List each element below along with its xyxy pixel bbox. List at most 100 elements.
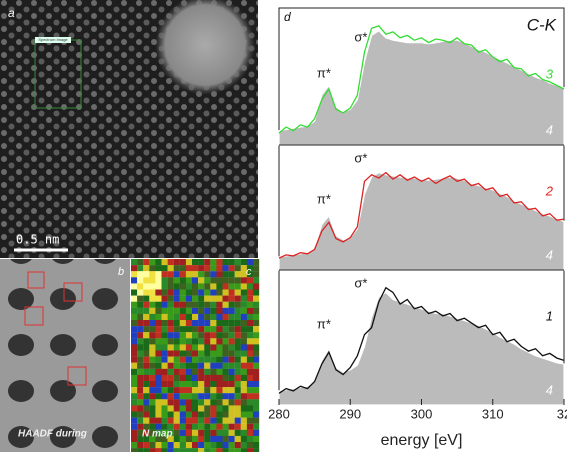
map-pixel: [149, 429, 156, 436]
map-pixel: [210, 405, 217, 412]
map-pixel: [240, 289, 247, 296]
map-pixel: [167, 277, 174, 284]
map-pixel: [210, 442, 217, 449]
map-pixel: [185, 374, 193, 382]
map-pixel: [185, 429, 193, 436]
map-pixel: [167, 411, 174, 418]
map-pixel: [210, 411, 217, 418]
map-pixel: [222, 301, 229, 308]
map-pixel: [167, 307, 174, 314]
map-pixel: [179, 338, 186, 345]
map-pixel: [234, 344, 241, 351]
map-pixel: [161, 356, 168, 363]
map-pixel: [234, 381, 241, 388]
map-pixel: [234, 368, 241, 375]
map-pixel: [216, 374, 223, 382]
map-pixel: [137, 448, 144, 452]
map-pixel: [131, 448, 138, 452]
map-pixel: [234, 411, 241, 418]
map-pixel: [216, 320, 223, 327]
map-pixel: [204, 326, 211, 333]
map-pixel: [198, 374, 205, 382]
map-pixel: [246, 338, 254, 345]
map-pixel: [131, 289, 138, 296]
map-pixel: [222, 356, 229, 363]
map-pixel: [253, 295, 260, 302]
map-pixel: [173, 399, 180, 406]
map-pixel: [228, 399, 235, 406]
map-pixel: [204, 289, 211, 296]
map-pixel: [137, 350, 144, 357]
map-pixel: [246, 368, 254, 375]
map-pixel: [143, 429, 150, 436]
map-pixel: [179, 265, 186, 272]
map-pixel: [143, 289, 150, 296]
map-pixel: [179, 320, 186, 327]
map-pixel: [155, 356, 162, 363]
map-pixel: [192, 381, 199, 388]
map-pixel: [185, 356, 193, 363]
map-pixel: [143, 271, 150, 278]
pi-label: π*: [317, 191, 331, 206]
map-pixel: [228, 442, 235, 449]
map-pixel: [167, 301, 174, 308]
map-pixel: [185, 295, 193, 302]
map-pixel: [253, 362, 260, 369]
map-pixel: [228, 405, 235, 412]
map-pixel: [149, 332, 156, 339]
map-pixel: [137, 393, 144, 400]
map-pixel: [149, 442, 156, 449]
map-pixel: [137, 271, 144, 278]
map-pixel: [198, 265, 205, 272]
map-pixel: [167, 356, 174, 363]
map-pixel: [131, 381, 138, 388]
map-pixel: [155, 374, 162, 382]
map-pixel: [185, 362, 193, 369]
map-pixel: [198, 295, 205, 302]
scale-label: 0.5 nm: [16, 233, 59, 247]
cluster: [155, 0, 255, 95]
map-pixel: [198, 442, 205, 449]
map-pixel: [234, 405, 241, 412]
map-pixel: [216, 405, 223, 412]
map-pixel: [161, 277, 168, 284]
map-pixel: [173, 448, 180, 452]
map-pixel: [198, 301, 205, 308]
map-pixel: [253, 411, 260, 418]
map-pixel: [185, 277, 193, 284]
map-pixel: [131, 374, 138, 382]
map-pixel: [143, 277, 150, 284]
map-pixel: [143, 265, 150, 272]
map-pixel: [149, 320, 156, 327]
map-pixel: [210, 417, 217, 424]
map-pixel: [149, 411, 156, 418]
map-pixel: [149, 313, 156, 321]
map-pixel: [210, 307, 217, 314]
map-pixel: [204, 356, 211, 363]
map-pixel: [155, 326, 162, 333]
map-pixel: [161, 283, 168, 290]
map-pixel: [149, 338, 156, 345]
map-pixel: [198, 313, 205, 321]
map-pixel: [179, 374, 186, 382]
map-pixel: [185, 313, 193, 321]
map-pixel: [246, 259, 254, 266]
map-pixel: [149, 387, 156, 394]
map-pixel: [155, 283, 162, 290]
map-pixel: [204, 283, 211, 290]
map-pixel: [198, 271, 205, 278]
map-pixel: [161, 271, 168, 278]
map-pixel: [228, 350, 235, 357]
map-pixel: [179, 393, 186, 400]
map-pixel: [173, 350, 180, 357]
map-pixel: [246, 417, 254, 424]
map-pixel: [155, 320, 162, 327]
map-pixel: [240, 313, 247, 321]
image-b: [0, 259, 130, 452]
map-pixel: [192, 393, 199, 400]
panel-letter: b: [118, 266, 124, 278]
map-pixel: [204, 350, 211, 357]
map-pixel: [185, 448, 193, 452]
map-pixel: [143, 387, 150, 394]
map-pixel: [216, 283, 223, 290]
